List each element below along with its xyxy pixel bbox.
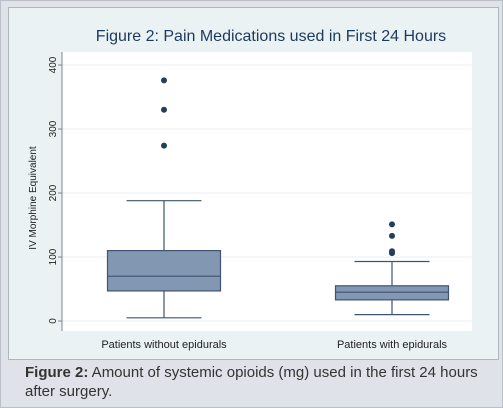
outlier-point (161, 106, 167, 113)
outlier-point (389, 232, 395, 239)
outlier-point (389, 221, 395, 228)
figure-caption: Figure 2: Amount of systemic opioids (mg… (25, 363, 491, 401)
iqr-box (106, 250, 222, 292)
caption-label: Figure 2: (25, 364, 89, 381)
y-axis-label: IV Morphine Equivalent (28, 146, 39, 250)
y-tick-label: 100 (48, 248, 59, 265)
chart-title: Figure 2: Pain Medications used in First… (96, 28, 446, 45)
box-group-0 (106, 77, 222, 319)
outlier-point (161, 142, 167, 149)
y-tick-label: 0 (48, 318, 59, 324)
box-group-1 (334, 221, 450, 316)
y-tick-label: 200 (48, 184, 59, 201)
iqr-box (334, 285, 450, 301)
boxes (106, 77, 450, 319)
y-axis-ticks: 0 100 200 300 400 (48, 56, 62, 324)
category-labels: Patients without epidurals Patients with … (101, 339, 447, 351)
outlier-point (389, 248, 395, 255)
caption-text: Amount of systemic opioids (mg) used in … (25, 364, 478, 400)
y-tick-label: 400 (48, 56, 59, 73)
category-label: Patients with epidurals (337, 339, 448, 351)
chart-panel: Figure 2: Pain Medications used in First… (8, 7, 499, 360)
box-plot-chart: Figure 2: Pain Medications used in First… (28, 28, 472, 351)
outlier-point (161, 77, 167, 84)
category-label: Patients without epidurals (101, 339, 227, 351)
y-tick-label: 300 (48, 120, 59, 137)
